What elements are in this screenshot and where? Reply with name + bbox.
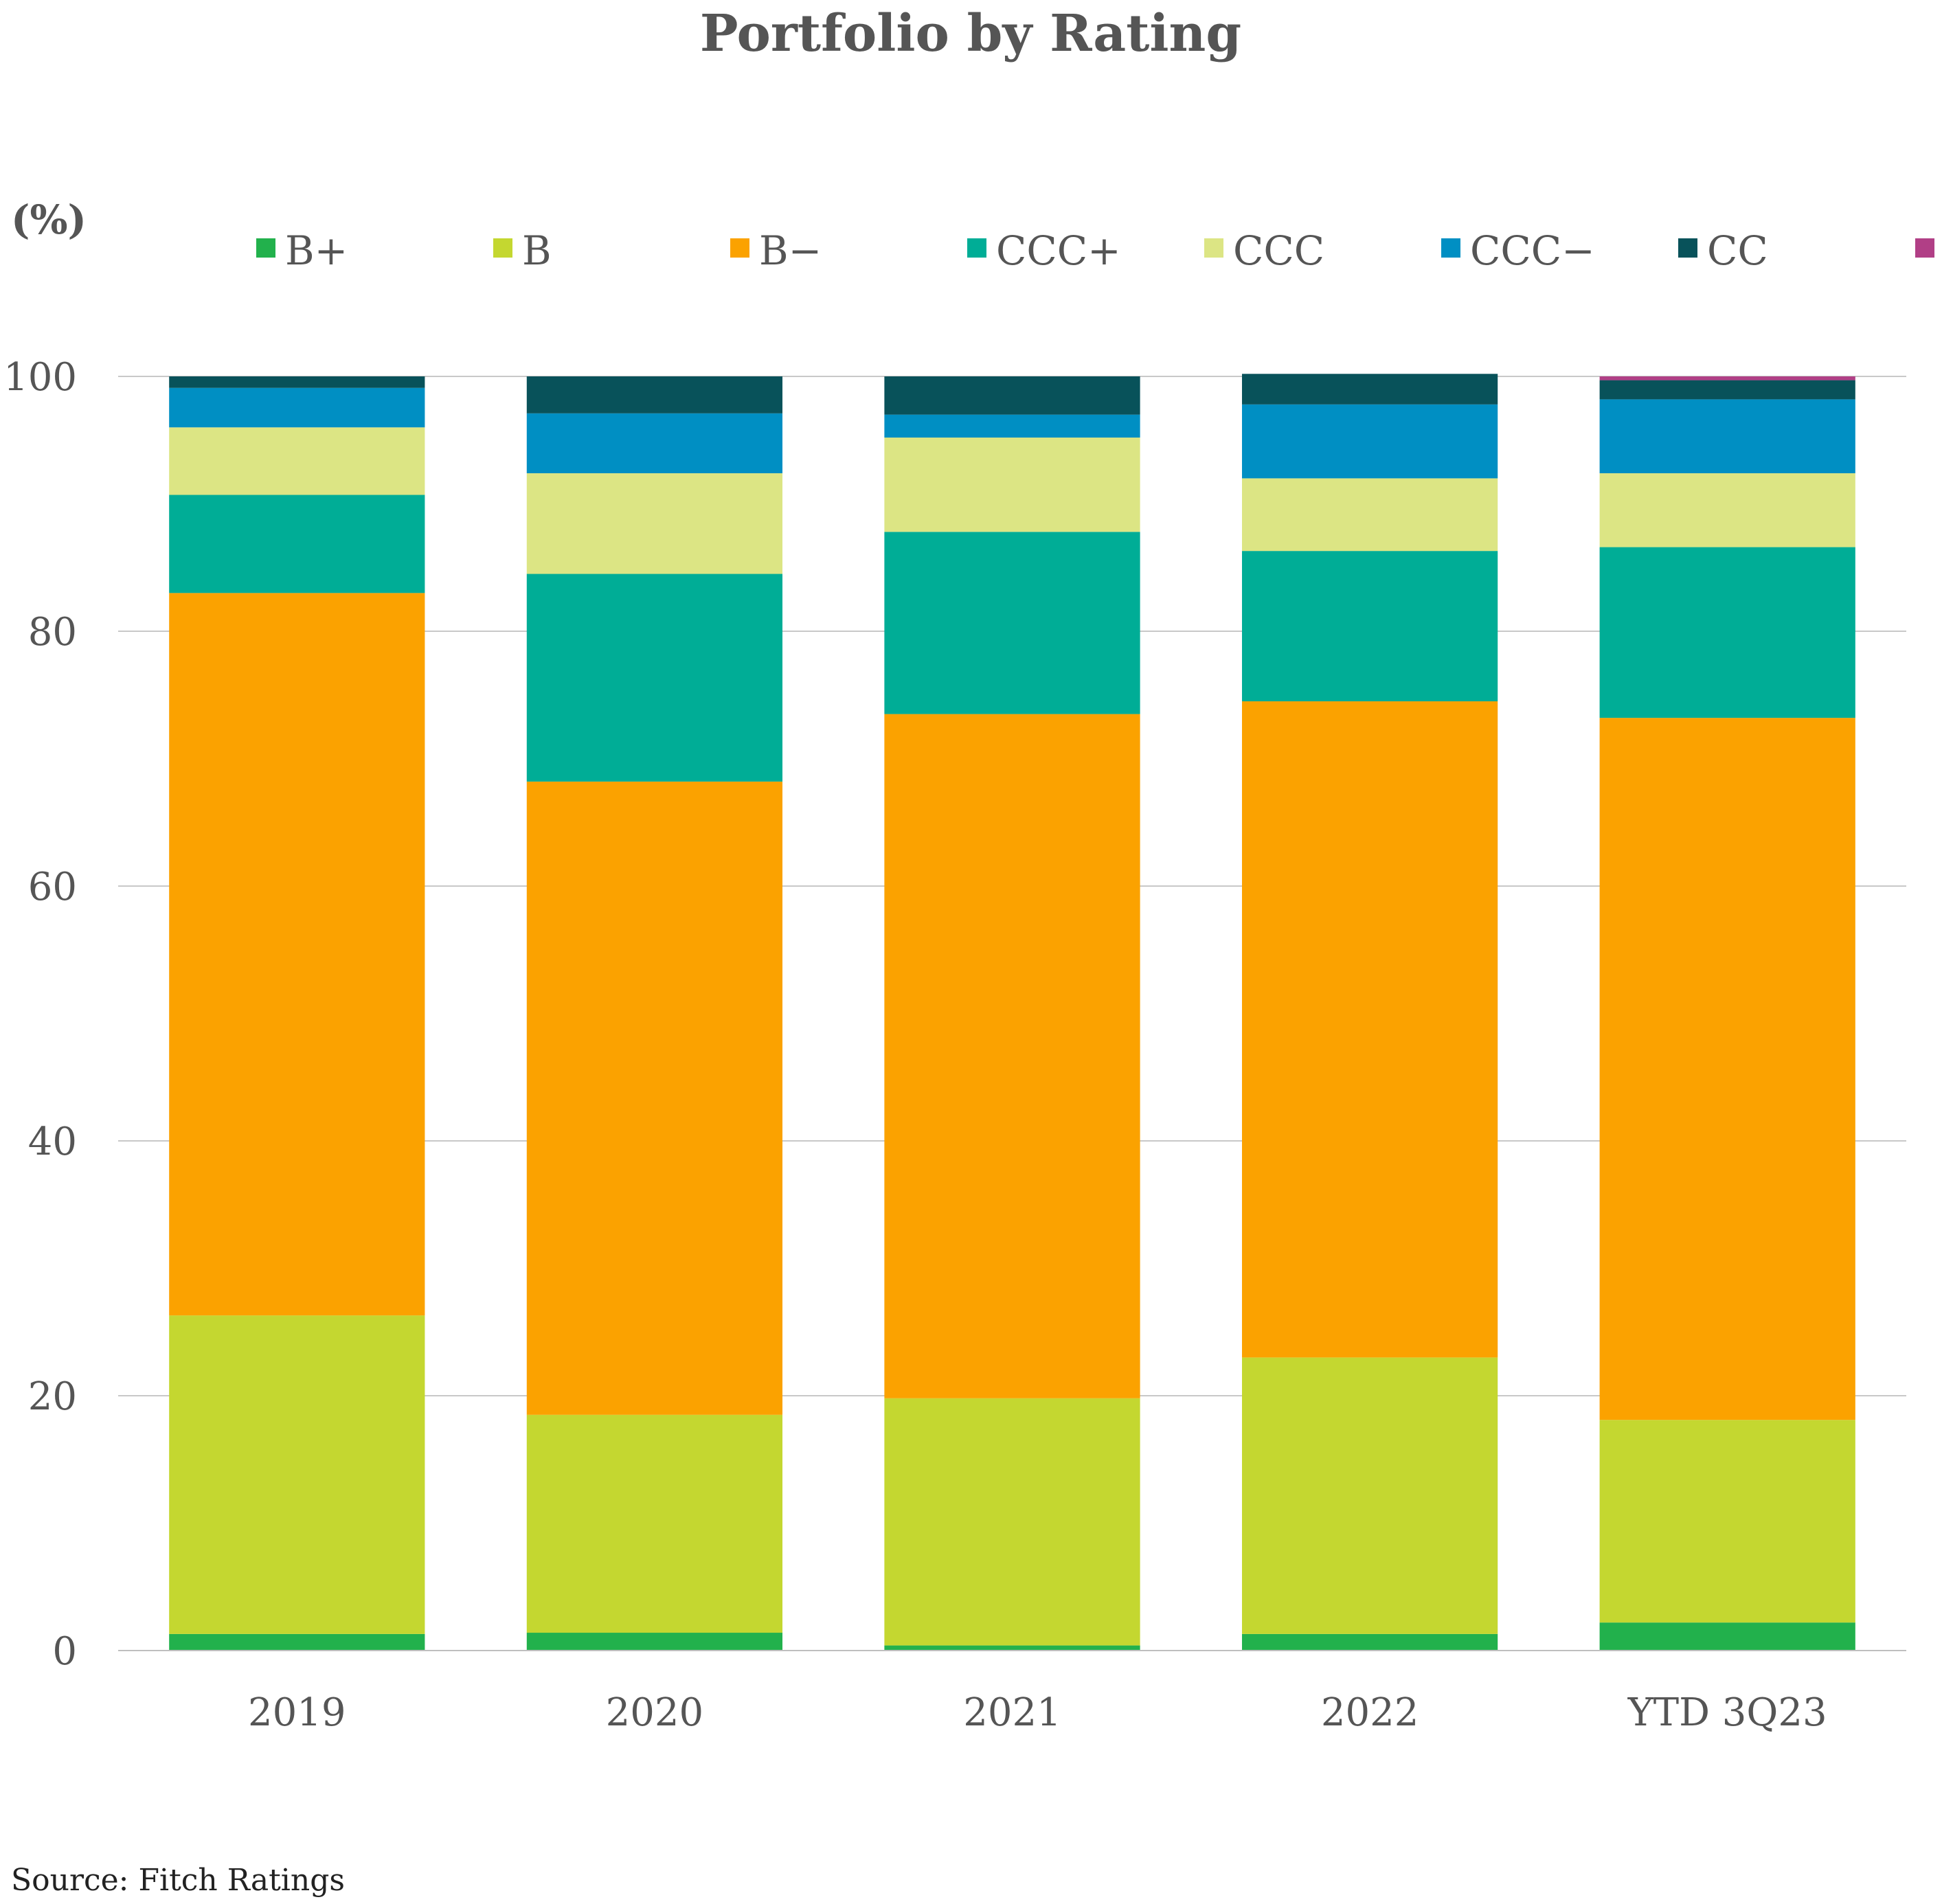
- bar-segment-B−-YTD 3Q23: [1599, 718, 1855, 1420]
- bar-segment-CC-2022: [1241, 374, 1498, 405]
- legend-label: CC: [1707, 227, 1768, 274]
- x-tick-label: 2020: [606, 1690, 704, 1735]
- bar-segment-B+-YTD 3Q23: [1599, 1622, 1855, 1651]
- bar-segment-B-2022: [1241, 1357, 1498, 1634]
- x-tick-label: 2019: [248, 1690, 346, 1735]
- x-axis-ticks: 2019 2020 2021 2022 YTD 3Q23: [248, 1690, 1827, 1735]
- bar-segment-CCC-2022: [1241, 478, 1498, 552]
- bar-segment-CC-YTD 3Q23: [1599, 380, 1855, 400]
- bar-segment-B+-2020: [526, 1633, 783, 1651]
- bar-segment-CCC−-2020: [526, 413, 783, 473]
- legend-label: B+: [285, 227, 348, 274]
- bar-segment-CC-2019: [169, 376, 425, 388]
- bar-segment-CCC−-2019: [169, 387, 425, 428]
- y-axis-ticks: 0 20 40 60 80 100: [3, 355, 77, 1674]
- legend-swatch: [1915, 238, 1934, 258]
- bar-segment-CCC−-2021: [884, 414, 1140, 438]
- chart-title: Portfolio by Rating: [700, 4, 1241, 63]
- bar-segment-CCC-YTD 3Q23: [1599, 473, 1855, 547]
- bar-segment-B-2019: [169, 1315, 425, 1634]
- bar-segment-B-2020: [526, 1414, 783, 1633]
- bar-segment-CCC+-YTD 3Q23: [1599, 547, 1855, 718]
- bar-segment-CCC-2020: [526, 473, 783, 574]
- legend-label: CCC−: [1470, 227, 1595, 274]
- x-tick-label: 2021: [963, 1690, 1061, 1735]
- bar-segment-B+-2022: [1241, 1633, 1498, 1651]
- bar-segment-B−-2022: [1241, 701, 1498, 1358]
- bar-segment-CCC-2021: [884, 438, 1140, 532]
- y-tick-label: 0: [52, 1629, 77, 1674]
- legend-swatch: [1204, 238, 1223, 258]
- legend-swatch: [493, 238, 512, 258]
- bar-segment-B-2021: [884, 1398, 1140, 1646]
- legend-label: B: [522, 227, 552, 274]
- legend-swatch: [1678, 238, 1697, 258]
- bar-segment-CCC+-2020: [526, 574, 783, 782]
- bar-segment-CCC−-2022: [1241, 404, 1498, 479]
- bar-segment-RD-YTD 3Q23: [1599, 376, 1855, 381]
- legend-label: CCC: [1233, 227, 1324, 274]
- bar-segment-B−-2020: [526, 781, 783, 1415]
- legend-swatch: [730, 238, 749, 258]
- bar-segment-CC-2020: [526, 376, 783, 413]
- y-tick-label: 40: [28, 1120, 77, 1164]
- y-tick-label: 80: [28, 610, 77, 655]
- legend-label: CCC+: [996, 227, 1121, 274]
- bar-segment-CCC+-2022: [1241, 551, 1498, 702]
- bars: [169, 374, 1855, 1651]
- bar-segment-CC-2021: [884, 376, 1140, 415]
- y-tick-label: 60: [28, 865, 77, 909]
- bar-segment-B+-2019: [169, 1633, 425, 1651]
- bar-segment-B−-2021: [884, 714, 1140, 1398]
- source-note: Source: Fitch Ratings: [11, 1863, 345, 1898]
- y-unit-label: (%): [11, 196, 87, 243]
- y-tick-label: 100: [3, 355, 77, 400]
- bar-segment-CCC+-2019: [169, 495, 425, 593]
- y-tick-label: 20: [28, 1374, 77, 1419]
- bar-segment-B+-2021: [884, 1645, 1140, 1651]
- legend-swatch: [967, 238, 986, 258]
- bar-segment-B-YTD 3Q23: [1599, 1420, 1855, 1623]
- legend-swatch: [256, 238, 275, 258]
- bar-segment-CCC-2019: [169, 427, 425, 495]
- bar-segment-CCC+-2021: [884, 532, 1140, 714]
- legend-label: B−: [759, 227, 822, 274]
- bar-segment-B−-2019: [169, 593, 425, 1316]
- x-tick-label: YTD 3Q23: [1627, 1690, 1827, 1735]
- bar-segment-CCC−-YTD 3Q23: [1599, 399, 1855, 473]
- x-tick-label: 2022: [1321, 1690, 1419, 1735]
- legend-swatch: [1441, 238, 1460, 258]
